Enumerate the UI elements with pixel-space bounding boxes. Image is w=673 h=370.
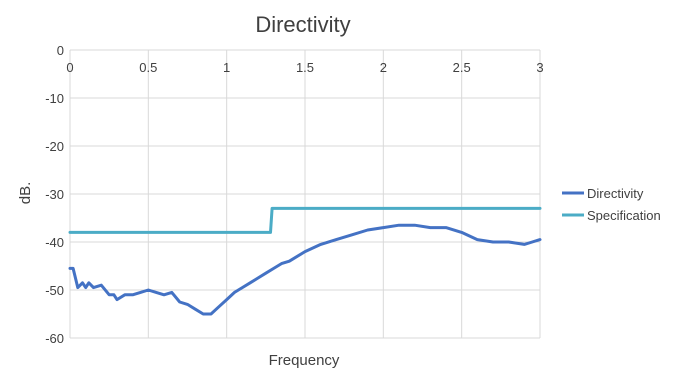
x-tick-label: 1.5 xyxy=(296,60,314,75)
x-tick-label: 3 xyxy=(536,60,543,75)
series-line-directivity xyxy=(68,223,542,316)
series-lines xyxy=(68,206,542,316)
legend: Directivity Specification xyxy=(562,186,661,223)
y-tick-label: -60 xyxy=(45,331,64,346)
x-tick-label: 0 xyxy=(66,60,73,75)
series-line-specification xyxy=(68,206,542,234)
y-tick-label: -40 xyxy=(45,235,64,250)
legend-label-specification: Specification xyxy=(587,208,661,223)
y-tick-label: -30 xyxy=(45,187,64,202)
y-tick-label: -50 xyxy=(45,283,64,298)
y-tick-label: -20 xyxy=(45,139,64,154)
x-tick-label: 1 xyxy=(223,60,230,75)
x-axis-title: Frequency xyxy=(269,352,340,369)
y-tick-label: 0 xyxy=(57,43,64,58)
x-tick-label: 2.5 xyxy=(453,60,471,75)
legend-label-directivity: Directivity xyxy=(587,186,644,201)
tick-labels: 0 0.5 1 1.5 2 2.5 3 0 -10 -20 -30 -40 -50 -60 xyxy=(45,43,543,346)
y-axis-title: dB. xyxy=(17,182,34,205)
x-tick-label: 2 xyxy=(380,60,387,75)
y-tick-label: -10 xyxy=(45,91,64,106)
chart-title: Directivity xyxy=(255,12,350,37)
x-tick-label: 0.5 xyxy=(139,60,157,75)
grid xyxy=(69,49,541,339)
